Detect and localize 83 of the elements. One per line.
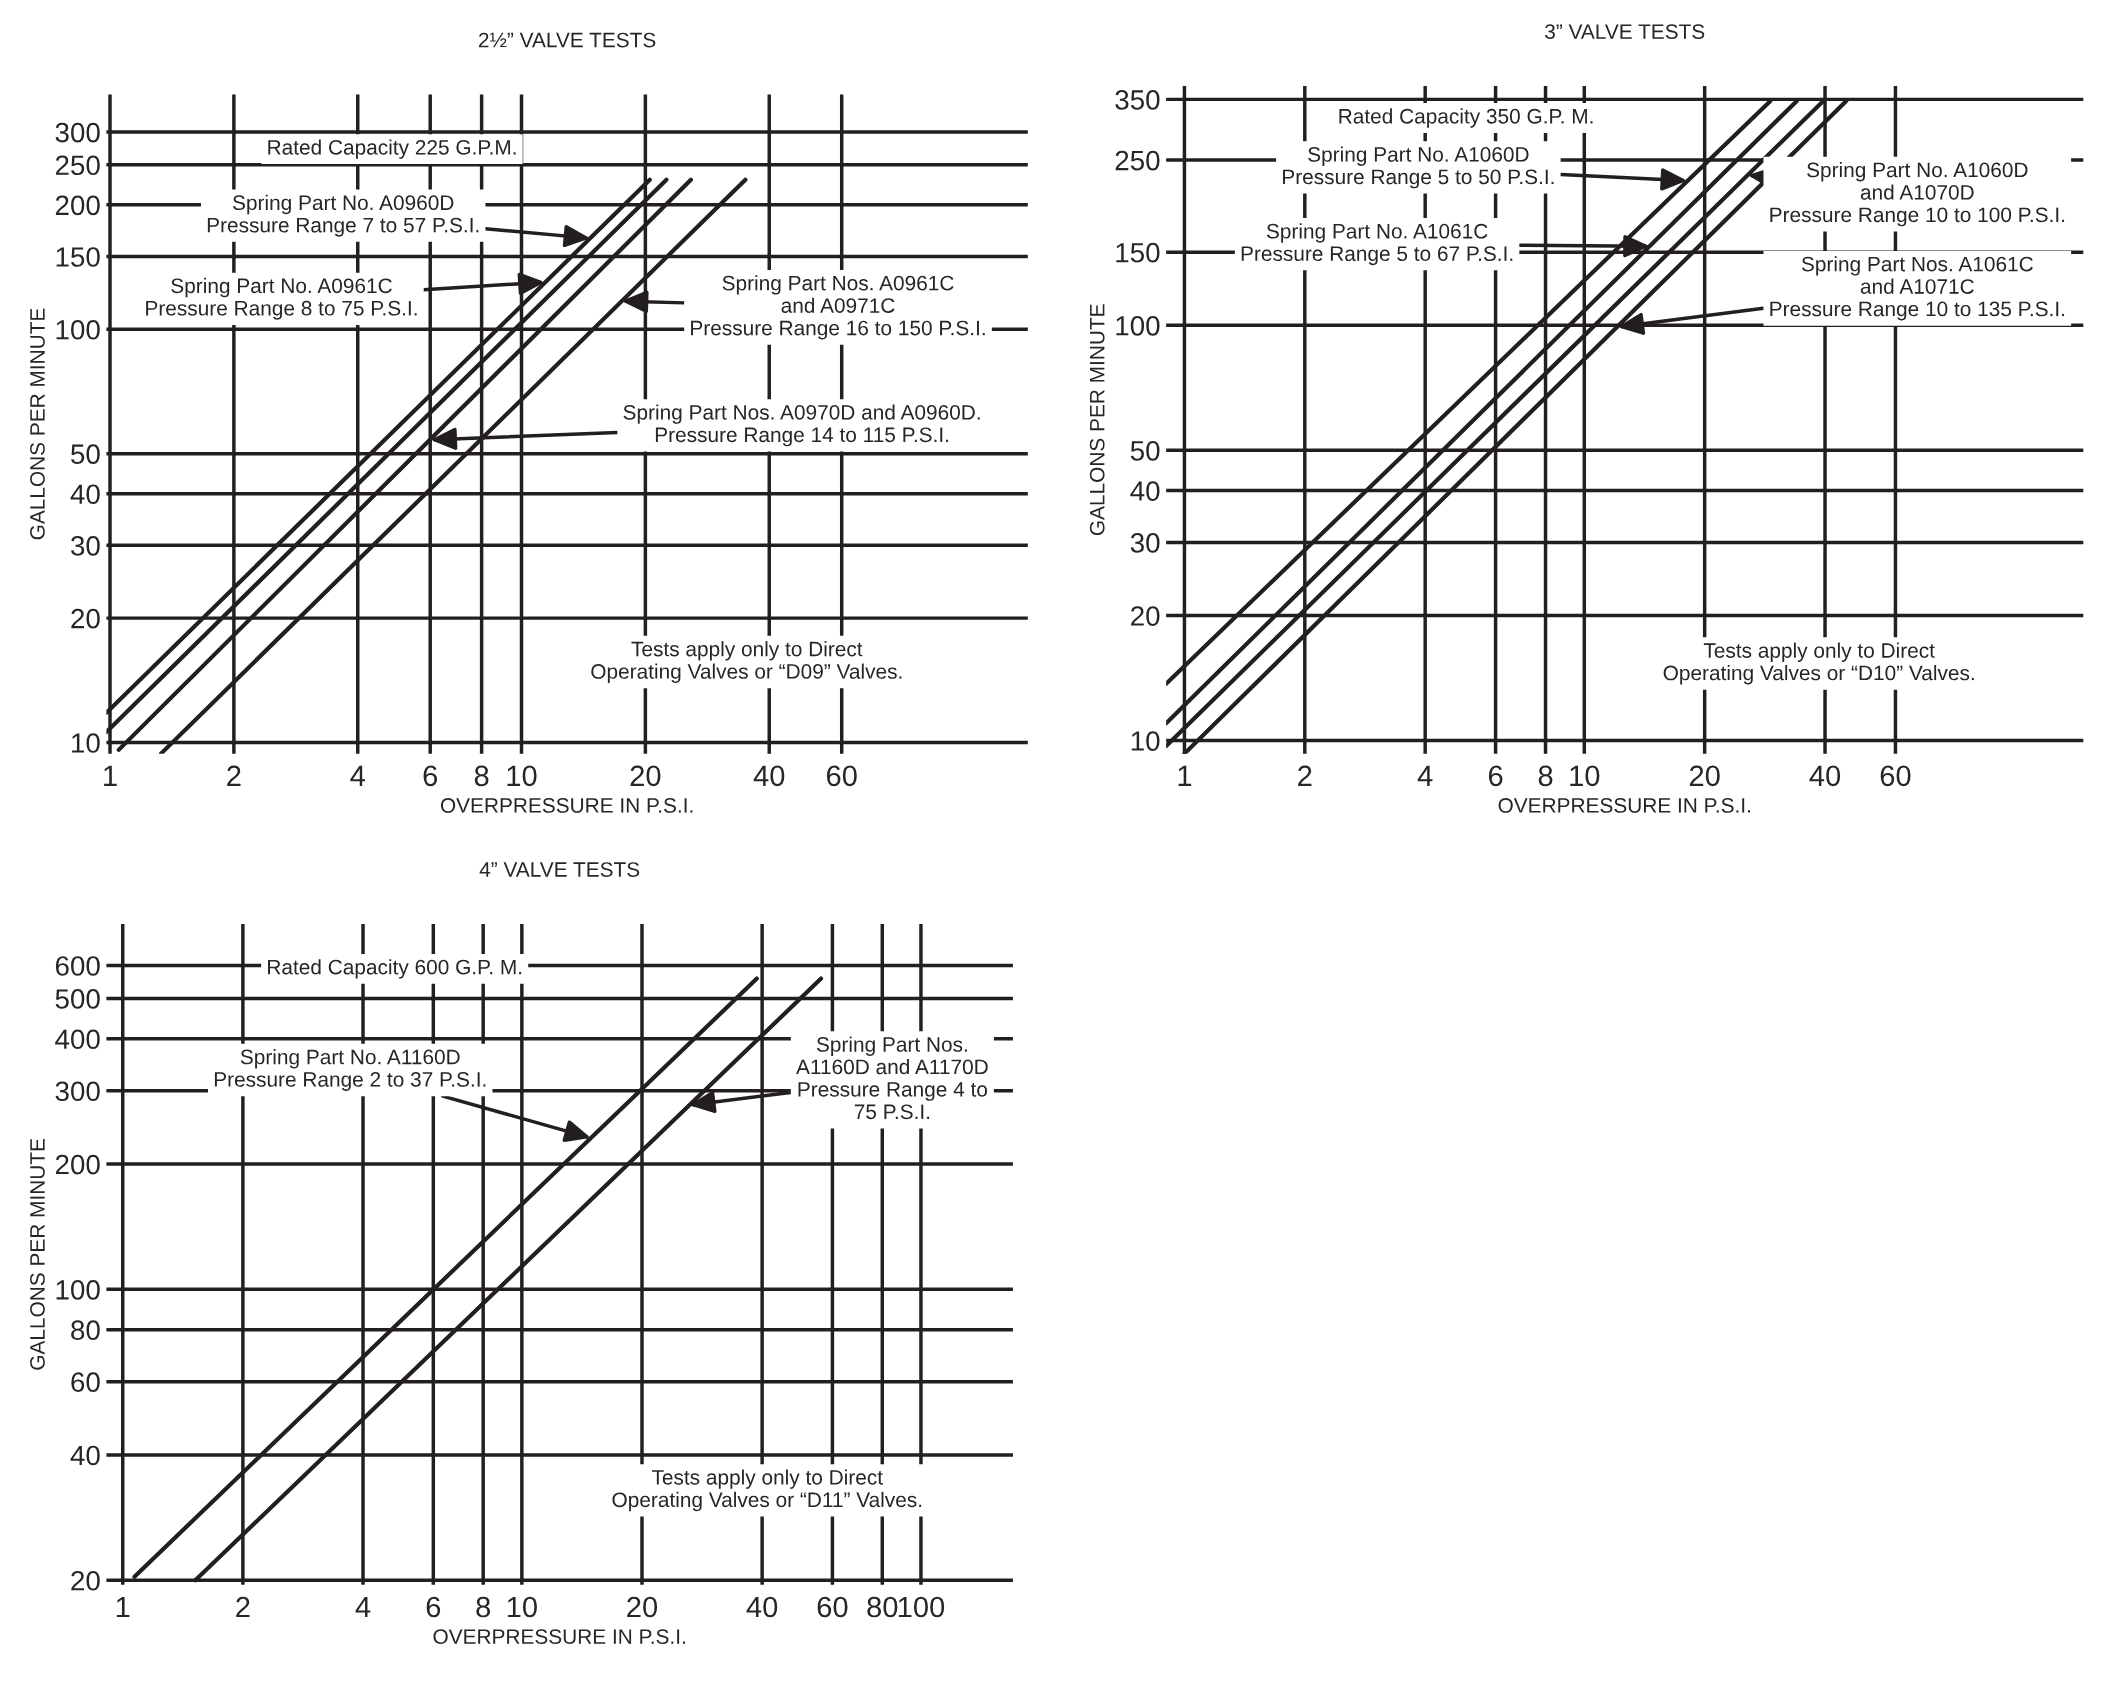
x-tick-label: 60 xyxy=(1880,765,1911,787)
y-tick-label: 50 xyxy=(1130,440,1160,461)
x-tick-label: 2 xyxy=(227,765,241,786)
annotation: Spring Part Nos. A1061C and A1071C Pressure Range 10 to 135 P.S.I. xyxy=(1770,256,2065,321)
x-tick-label: 8 xyxy=(1538,765,1553,787)
annotation: Spring Part No. A0960D Pressure Range 7 to 57 P.S.I. xyxy=(207,194,479,237)
annotation: Tests apply only to Direct Operating Valves or “D10” Valves. xyxy=(1663,642,1974,685)
x-tick-label: 4 xyxy=(350,765,366,786)
x-tick-label: 2 xyxy=(236,1596,250,1618)
annotation: Spring Part Nos. A1160D and A1170D Pressure Range 4 to 75 P.S.I. xyxy=(796,1036,988,1120)
x-tick-label: 6 xyxy=(1488,765,1503,787)
y-tick-label: 300 xyxy=(55,122,100,143)
y-tick-label: 20 xyxy=(71,1570,100,1591)
x-axis-title: OVERPRESSURE IN P.S.I. xyxy=(433,1629,685,1644)
y-tick-label: 250 xyxy=(1115,150,1160,171)
chart-title: 4” VALVE TESTS xyxy=(479,862,640,877)
y-tick-label: 400 xyxy=(55,1029,100,1050)
chart-title: 2½” VALVE TESTS xyxy=(478,32,656,48)
annotation: Rated Capacity 225 G.P.M. xyxy=(268,139,516,159)
y-tick-label: 300 xyxy=(55,1081,100,1102)
y-tick-label: 100 xyxy=(56,1280,100,1300)
annotation: Tests apply only to Direct Operating Valves or “D09” Valves. xyxy=(591,641,902,683)
y-tick-label: 40 xyxy=(70,484,100,505)
y-tick-label: 150 xyxy=(1116,242,1160,263)
y-axis-title: GALLONS PER MINUTE xyxy=(1089,304,1105,536)
y-tick-label: 150 xyxy=(56,247,100,267)
x-tick-label: 80 xyxy=(867,1596,898,1618)
y-tick-label: 10 xyxy=(72,733,100,753)
annotation: Spring Part Nos. A0961C and A0971C Pressure Range 16 to 150 P.S.I. xyxy=(691,275,985,340)
y-tick-label: 30 xyxy=(71,536,100,556)
annotation: Spring Part Nos. A0970D and A0960D. Pressure Range 14 to 115 P.S.I. xyxy=(623,404,980,447)
y-tick-label: 20 xyxy=(71,608,100,629)
y-tick-label: 60 xyxy=(71,1372,100,1393)
x-tick-label: 1 xyxy=(104,765,117,786)
x-tick-label: 40 xyxy=(753,765,785,787)
y-axis-title: GALLONS PER MINUTE xyxy=(30,1138,45,1370)
annotation: Spring Part No. A1061C Pressure Range 5 to 67 P.S.I. xyxy=(1241,223,1513,266)
x-tick-label: 40 xyxy=(746,1596,778,1618)
y-tick-label: 600 xyxy=(55,956,100,976)
x-tick-label: 8 xyxy=(474,765,489,787)
annotation: Spring Part No. A1060D and A1070D Pressure Range 10 to 100 P.S.I. xyxy=(1770,162,2065,227)
y-tick-label: 10 xyxy=(1131,731,1160,751)
y-tick-label: 50 xyxy=(71,444,100,464)
y-tick-label: 100 xyxy=(1116,315,1160,336)
x-tick-label: 10 xyxy=(507,765,537,787)
x-tick-label: 10 xyxy=(1570,765,1600,787)
y-tick-label: 30 xyxy=(1130,533,1160,553)
y-tick-label: 80 xyxy=(71,1320,100,1341)
chart-title: 3” VALVE TESTS xyxy=(1545,24,1705,39)
y-tick-label: 100 xyxy=(56,319,100,340)
y-tick-label: 250 xyxy=(55,155,100,176)
y-axis-title: GALLONS PER MINUTE xyxy=(30,308,45,540)
x-tick-label: 6 xyxy=(423,765,438,787)
y-tick-label: 20 xyxy=(1131,606,1160,626)
y-tick-label: 40 xyxy=(1130,481,1160,501)
x-tick-label: 20 xyxy=(630,765,661,787)
annotation: Rated Capacity 350 G.P. M. xyxy=(1339,108,1593,128)
x-tick-label: 10 xyxy=(507,1596,537,1618)
annotation: Rated Capacity 600 G.P. M. xyxy=(268,959,522,979)
annotation: Tests apply only to Direct Operating Valves or “D11” Valves. xyxy=(612,1469,922,1512)
y-tick-label: 200 xyxy=(55,195,100,216)
y-tick-label: 200 xyxy=(55,1154,100,1175)
x-tick-label: 100 xyxy=(898,1596,945,1618)
x-tick-label: 1 xyxy=(116,1597,130,1618)
x-tick-label: 1 xyxy=(1178,765,1192,786)
annotation: Spring Part No. A1160D Pressure Range 2 to 37 P.S.I. xyxy=(214,1049,486,1091)
x-tick-label: 60 xyxy=(826,765,857,787)
x-tick-label: 60 xyxy=(817,1596,848,1618)
x-tick-label: 20 xyxy=(1689,765,1720,787)
y-tick-label: 40 xyxy=(70,1445,100,1466)
x-axis-title: OVERPRESSURE IN P.S.I. xyxy=(440,798,693,813)
x-axis-title: OVERPRESSURE IN P.S.I. xyxy=(1498,798,1750,813)
x-tick-label: 20 xyxy=(627,1596,658,1618)
x-tick-label: 4 xyxy=(1417,765,1433,786)
annotation: Spring Part No. A0961C Pressure Range 8 to 75 P.S.I. xyxy=(146,277,417,320)
y-tick-label: 350 xyxy=(1115,90,1160,110)
x-tick-label: 4 xyxy=(355,1597,371,1618)
x-tick-label: 6 xyxy=(426,1596,441,1618)
x-tick-label: 8 xyxy=(476,1596,491,1618)
annotation: Spring Part No. A1060D Pressure Range 5 to 50 P.S.I. xyxy=(1283,146,1554,189)
x-tick-label: 40 xyxy=(1809,765,1841,787)
y-tick-label: 500 xyxy=(55,989,100,1009)
x-tick-label: 2 xyxy=(1298,765,1312,786)
